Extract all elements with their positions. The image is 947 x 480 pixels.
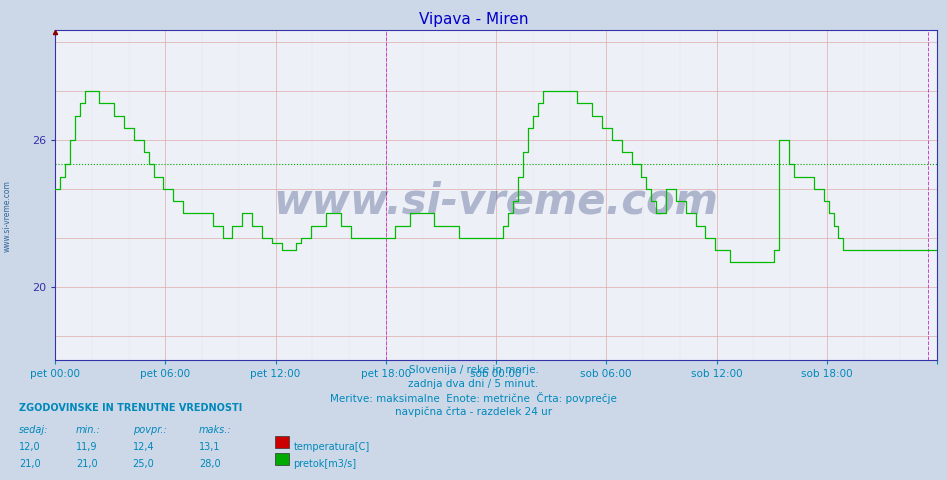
Text: Vipava - Miren: Vipava - Miren (419, 12, 528, 27)
Text: 12,0: 12,0 (19, 442, 41, 452)
Text: Meritve: maksimalne  Enote: metrične  Črta: povprečje: Meritve: maksimalne Enote: metrične Črta… (331, 393, 616, 405)
Text: min.:: min.: (76, 425, 100, 435)
Text: pretok[m3/s]: pretok[m3/s] (294, 459, 357, 469)
Text: temperatura[C]: temperatura[C] (294, 442, 370, 452)
Text: ZGODOVINSKE IN TRENUTNE VREDNOSTI: ZGODOVINSKE IN TRENUTNE VREDNOSTI (19, 403, 242, 413)
Text: www.si-vreme.com: www.si-vreme.com (274, 180, 719, 223)
Text: navpična črta - razdelek 24 ur: navpična črta - razdelek 24 ur (395, 406, 552, 417)
Text: maks.:: maks.: (199, 425, 231, 435)
Text: 13,1: 13,1 (199, 442, 221, 452)
Text: 25,0: 25,0 (133, 459, 154, 469)
Text: 28,0: 28,0 (199, 459, 221, 469)
Text: 21,0: 21,0 (76, 459, 98, 469)
Text: Slovenija / reke in morje.: Slovenija / reke in morje. (408, 365, 539, 375)
Text: 21,0: 21,0 (19, 459, 41, 469)
Text: sedaj:: sedaj: (19, 425, 48, 435)
Text: www.si-vreme.com: www.si-vreme.com (3, 180, 12, 252)
Text: povpr.:: povpr.: (133, 425, 167, 435)
Text: zadnja dva dni / 5 minut.: zadnja dva dni / 5 minut. (408, 379, 539, 389)
Text: 11,9: 11,9 (76, 442, 98, 452)
Text: 12,4: 12,4 (133, 442, 154, 452)
